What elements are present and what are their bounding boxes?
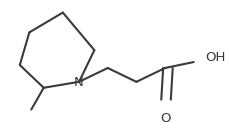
Text: O: O [160,112,170,124]
Text: N: N [74,76,84,89]
Text: OH: OH [205,51,226,64]
